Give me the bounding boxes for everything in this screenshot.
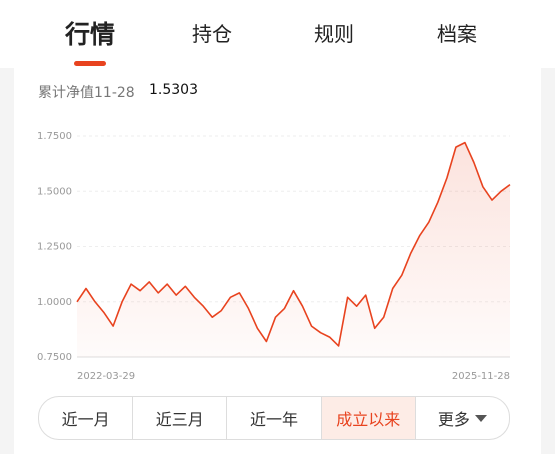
- tab-indicator: [74, 61, 106, 66]
- tab[interactable]: 行情: [64, 20, 115, 49]
- area: [77, 142, 510, 357]
- range-button[interactable]: 近一月: [39, 397, 132, 439]
- range-label: 近一年: [250, 410, 299, 429]
- range-button[interactable]: 近三月: [132, 397, 226, 439]
- dropdown-caret: [474, 414, 487, 422]
- x-tick-label: 2022-03-29: [77, 371, 135, 382]
- range-label: 更多: [437, 410, 470, 429]
- x-tick-label: 2025-11-28: [452, 371, 510, 382]
- y-tick-label: 1.5000: [37, 186, 72, 197]
- range-button[interactable]: 成立以来: [320, 397, 415, 439]
- tab-bar: 行情 持仓 规则 档案: [0, 0, 555, 68]
- y-tick-label: 1.2500: [37, 242, 72, 253]
- range-label: 成立以来: [336, 410, 401, 429]
- nav-value: 1.5303: [149, 82, 198, 98]
- line: [76, 141, 511, 347]
- range-button[interactable]: 近一年: [226, 397, 320, 439]
- y-tick-label: 0.7500: [37, 352, 72, 363]
- y-tick-label: 1.0000: [37, 297, 72, 308]
- y-tick-label: 1.7500: [37, 131, 72, 142]
- tab[interactable]: 规则: [314, 22, 354, 46]
- nav-label: 累计净值11-28: [38, 85, 135, 101]
- range-selector: 近一月 近三月 近一年 成立以来 更多: [38, 396, 510, 440]
- tab[interactable]: 档案: [437, 22, 477, 46]
- tab[interactable]: 持仓: [192, 22, 232, 46]
- range-label: 近三月: [155, 410, 204, 429]
- range-label: 近一月: [61, 410, 110, 429]
- range-button[interactable]: 更多: [414, 397, 509, 439]
